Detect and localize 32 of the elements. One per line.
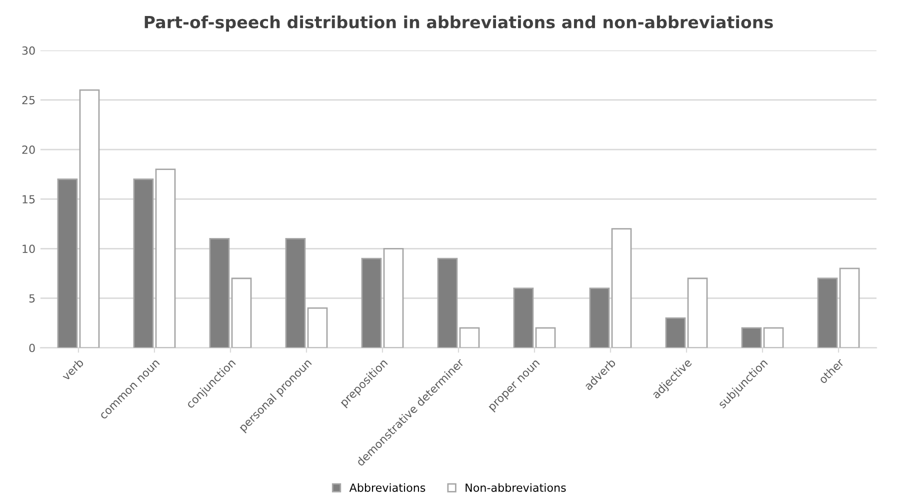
bar — [763, 327, 784, 348]
y-tick-label: 20 — [22, 145, 35, 154]
bar — [383, 248, 404, 348]
bar — [437, 258, 458, 348]
y-tick-label: 30 — [22, 46, 35, 55]
bar — [79, 89, 100, 348]
bar — [57, 178, 78, 348]
bar — [817, 278, 838, 348]
bar — [361, 258, 382, 348]
bar — [133, 178, 154, 348]
y-tick-label: 10 — [22, 244, 35, 254]
y-tick-label: 0 — [29, 344, 35, 352]
bar — [611, 228, 632, 348]
bar — [589, 288, 610, 348]
bar — [459, 327, 480, 348]
y-tick-label: 25 — [22, 96, 35, 104]
bar — [665, 317, 686, 348]
bar — [231, 278, 252, 348]
bar — [687, 278, 708, 348]
bar — [535, 327, 556, 348]
chart-title: Part-of-speech distribution in abbreviations and non-abbreviations — [144, 16, 773, 32]
bar — [285, 238, 306, 348]
bar — [839, 268, 860, 348]
bar — [513, 288, 534, 348]
bar — [155, 168, 176, 348]
legend-label: Abbreviations — [349, 483, 426, 492]
legend-label: Non-abbreviations — [466, 483, 566, 492]
bar — [209, 238, 230, 348]
bar — [741, 327, 762, 348]
bar — [307, 307, 328, 348]
y-tick-label: 5 — [29, 294, 35, 303]
y-tick-label: 15 — [22, 195, 35, 204]
